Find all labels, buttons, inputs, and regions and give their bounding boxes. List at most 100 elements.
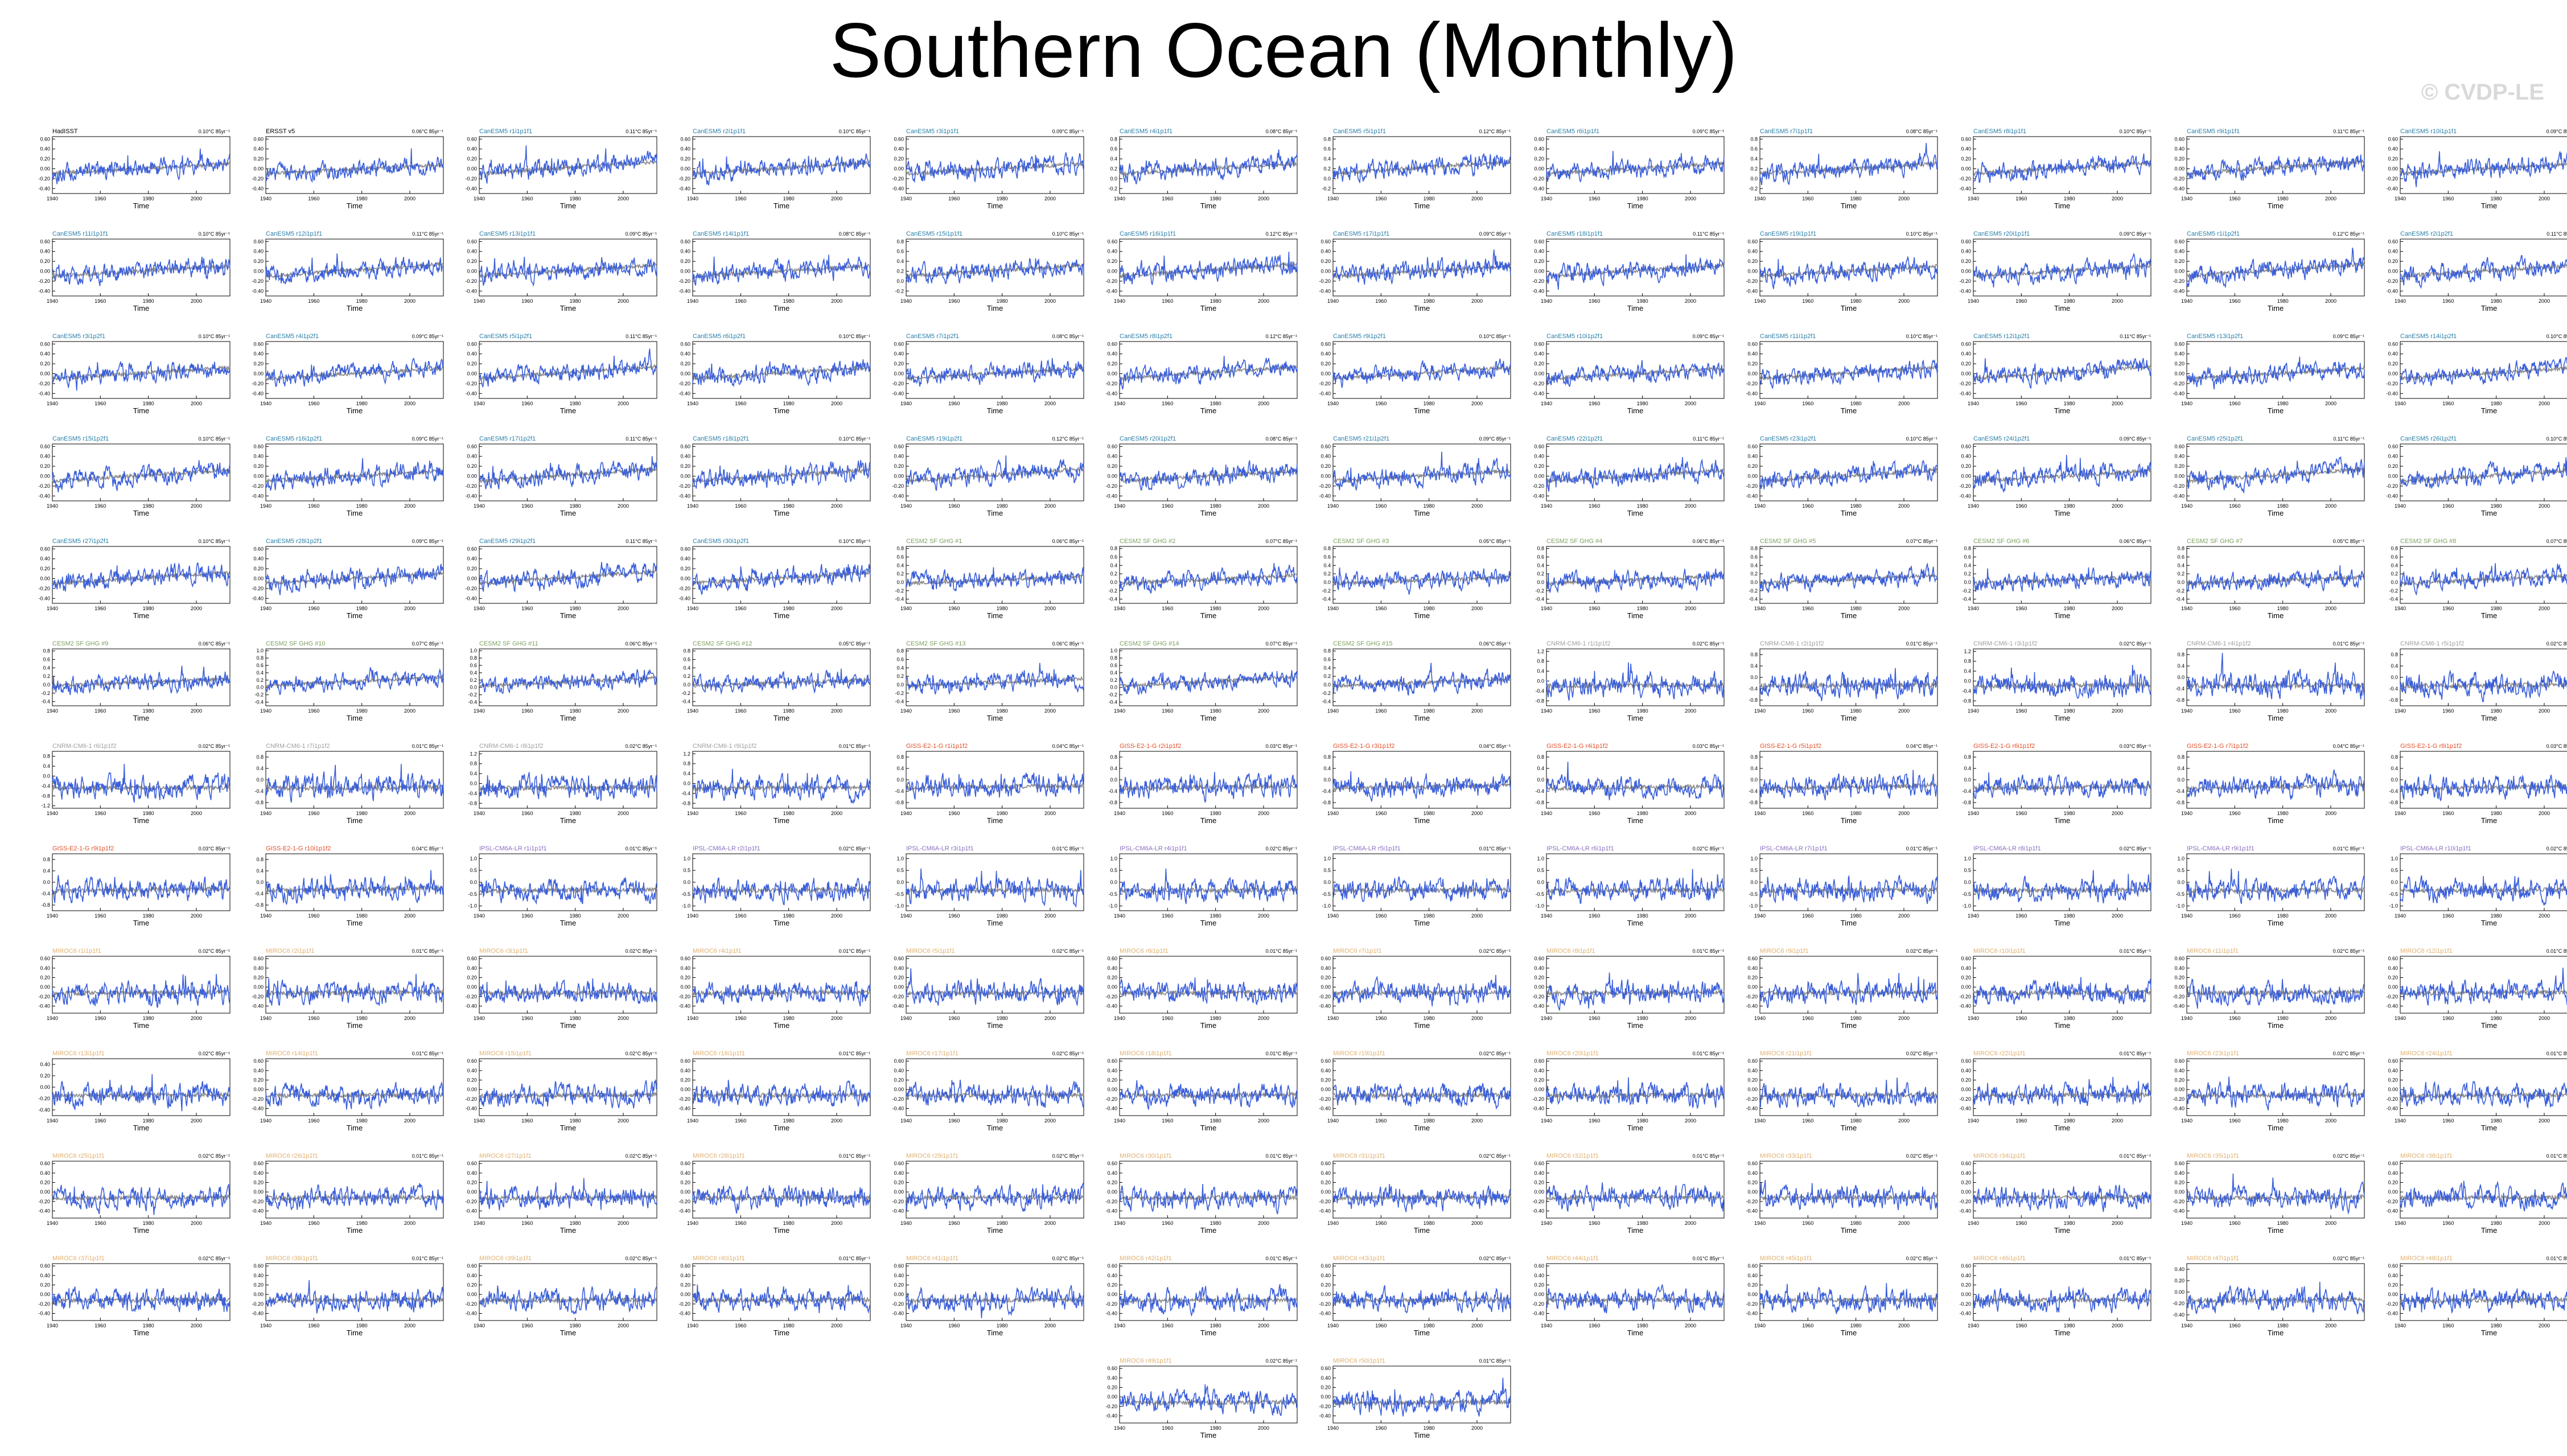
y-tick-label: 0.40 [1747, 454, 1758, 459]
x-tick-label: 1980 [783, 1118, 795, 1124]
y-tick-label: 0.0 [1964, 777, 1971, 783]
panel-trend-label: 0.12°C 85yr⁻¹ [1479, 129, 1511, 134]
member-series-line [265, 148, 444, 183]
plot-frame [1332, 1263, 1511, 1321]
y-tick-label: 0.8 [1110, 136, 1117, 142]
y-tick-label: -0.20 [1319, 381, 1331, 386]
x-tick-label: 1940 [47, 298, 58, 304]
y-tick-label: 0.60 [894, 1161, 904, 1166]
ensemble-mean-line [2186, 681, 2364, 690]
x-tick-label: 1960 [1162, 913, 1173, 919]
x-tick-label: 1980 [1424, 1118, 1435, 1124]
panel: IPSL-CM6A-LR r6i1p1f1 0.02°C 85yr⁻¹1.00.5… [1535, 845, 1725, 927]
y-tick-label: -0.4 [1749, 788, 1758, 794]
panel-trend-label: 0.01°C 85yr⁻¹ [2333, 846, 2364, 852]
y-tick-label: 0.00 [1747, 371, 1758, 377]
y-tick-label: 0.20 [253, 975, 264, 981]
y-tick-label: 0.4 [1537, 562, 1544, 568]
y-tick-label: 0.2 [1323, 571, 1331, 577]
x-tick-label: 2000 [1044, 1015, 1056, 1021]
x-tick-label: 1980 [997, 708, 1008, 714]
y-tick-label: 0.40 [1320, 351, 1331, 357]
x-tick-label: 1980 [1210, 503, 1221, 509]
y-tick-label: -0.20 [2386, 278, 2398, 284]
y-tick-label: 0.20 [1107, 463, 1117, 469]
y-tick-label: 0.40 [2388, 249, 2398, 254]
y-tick-label: 0.00 [1534, 371, 1544, 377]
panel: MIROC6 r29i1p1f1 0.02°C 85yr⁻¹0.600.400.2… [892, 1153, 1084, 1235]
member-series-line [1119, 1284, 1298, 1317]
x-tick-label: 1940 [1968, 196, 1979, 201]
x-tick-label: 1980 [2064, 606, 2075, 611]
x-tick-label: 1960 [2015, 1220, 2027, 1226]
x-tick-label: 1960 [1589, 606, 1600, 611]
panel-label: CanESM5 r4i1p1f1 [1120, 128, 1173, 135]
x-tick-label: 2000 [1471, 1220, 1483, 1226]
x-tick-label: 1960 [521, 196, 533, 201]
x-tick-label: 2000 [1898, 503, 1910, 509]
y-tick-label: -0.20 [1746, 278, 1758, 284]
x-tick-label: 1960 [2015, 1323, 2027, 1329]
y-tick-label: -0.4 [468, 791, 477, 796]
y-tick-label: 0.8 [43, 754, 50, 759]
y-tick-label: 0.0 [1750, 176, 1758, 182]
y-tick-label: 0.40 [40, 454, 50, 459]
y-tick-label: 0.00 [467, 371, 477, 377]
panel-label: CanESM5 r6i1p2f1 [693, 333, 746, 340]
y-tick-label: -0.40 [1105, 390, 1117, 396]
x-tick-label: 1980 [783, 708, 795, 714]
y-tick-label: 0.8 [1323, 648, 1331, 654]
y-tick-label: -0.40 [2173, 1106, 2185, 1112]
y-tick-label: 0.8 [256, 754, 264, 760]
x-axis-label: Time [2481, 919, 2497, 927]
x-tick-label: 1940 [474, 196, 485, 201]
plot-frame [1546, 1058, 1725, 1116]
x-axis-label: Time [2268, 1021, 2284, 1030]
y-tick-label: -0.20 [2386, 994, 2398, 1000]
panel-label: CanESM5 r18i1p2f1 [693, 435, 749, 442]
y-tick-label: 0.60 [894, 341, 904, 347]
y-tick-label: 0.4 [896, 258, 904, 264]
x-tick-label: 1980 [570, 913, 581, 919]
x-tick-label: 1980 [997, 1015, 1008, 1021]
y-tick-label: 0.4 [1110, 670, 1117, 676]
y-tick-label: 0.40 [1107, 1068, 1117, 1074]
y-tick-label: 0.4 [1964, 562, 1971, 568]
panel-trend-label: 0.12°C 85yr⁻¹ [1266, 231, 1297, 237]
panel-label: MIROC6 r42i1p1f1 [1120, 1255, 1172, 1262]
panel-label: MIROC6 r7i1p1f1 [1333, 948, 1382, 955]
x-axis-label: Time [1200, 406, 1216, 415]
y-tick-label: 0.40 [1320, 1375, 1331, 1381]
member-series-line [1119, 670, 1298, 695]
y-tick-label: -0.2 [895, 588, 904, 594]
x-axis-label: Time [774, 201, 789, 210]
x-axis-label: Time [1841, 919, 1857, 927]
x-tick-label: 1980 [2277, 811, 2289, 816]
ensemble-mean-line [1546, 573, 1725, 586]
panel-label: CanESM5 r18i1p1f1 [1546, 231, 1603, 237]
panel-trend-label: 0.06°C 85yr⁻¹ [1479, 641, 1511, 647]
panel-label: CanESM5 r6i1p1f1 [1546, 128, 1599, 135]
panel-trend-label: 0.02°C 85yr⁻¹ [1479, 1256, 1511, 1261]
y-tick-label: 0.2 [1964, 571, 1971, 577]
x-tick-label: 2000 [1471, 401, 1483, 406]
y-tick-label: 0.6 [1110, 554, 1117, 560]
panel-trend-label: 0.10°C 85yr⁻¹ [1906, 334, 1937, 339]
x-axis-label: Time [2054, 611, 2070, 620]
panel-label: MIROC6 r27i1p1f1 [479, 1153, 532, 1159]
x-tick-label: 1960 [1802, 708, 1813, 714]
x-tick-label: 1980 [1210, 606, 1221, 611]
x-tick-label: 1960 [308, 1118, 319, 1124]
x-axis-label: Time [987, 1021, 1003, 1030]
y-tick-label: 0.8 [1750, 754, 1758, 760]
x-tick-label: 1980 [1210, 401, 1221, 406]
x-tick-label: 1980 [2491, 503, 2502, 509]
x-tick-label: 1940 [1541, 913, 1552, 919]
y-tick-label: -0.40 [2173, 390, 2185, 396]
y-tick-label: -0.40 [678, 390, 690, 396]
y-tick-label: 0.00 [253, 166, 264, 172]
y-tick-label: 0.20 [2174, 258, 2185, 264]
plot-frame [906, 956, 1084, 1014]
